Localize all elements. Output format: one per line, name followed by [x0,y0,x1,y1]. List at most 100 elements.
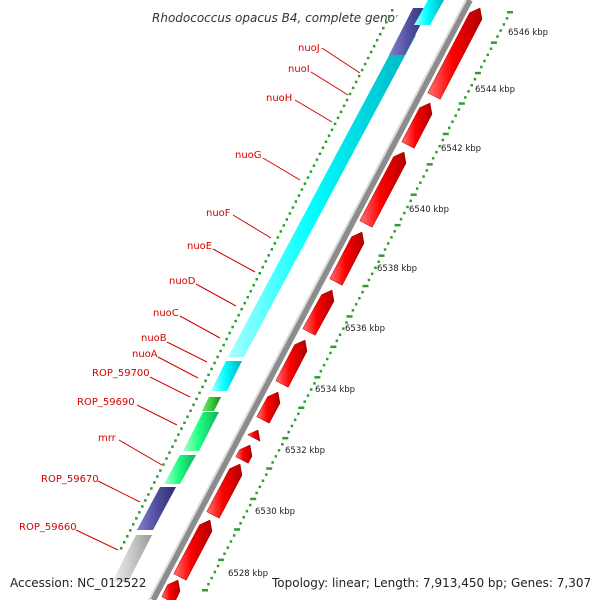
scale-tick [297,194,301,197]
scale-tick [213,570,217,574]
cds-nuoA[interactable] [211,361,242,391]
scale-tick [372,44,376,48]
scale-tick [258,485,262,489]
scale-tick [218,558,225,562]
map-title: Rhodococcus opacus B4, complete genome [152,11,414,25]
cds-rop-59670[interactable] [137,487,176,530]
gene-label[interactable]: nuoA [132,349,158,360]
scale-tick [467,90,470,93]
scale-tick [144,499,147,502]
scale-tick [507,11,513,14]
gene-label[interactable]: ROP_59660 [19,522,77,533]
scale-tick [174,439,177,442]
gene-label[interactable]: nuoI [288,64,310,75]
cds-forward-arrow[interactable] [206,463,243,519]
scale-tick [330,345,337,349]
scale-tick [409,199,412,203]
gene-leader-lines [75,47,361,551]
scale-tick [171,445,174,448]
scale-tick [329,351,332,355]
cds-forward-arrow[interactable] [247,429,261,442]
cds-mrr[interactable] [164,455,196,484]
cds-top-cyan[interactable] [414,0,444,25]
cds-forward-arrow[interactable] [427,7,483,100]
scale-tick [435,150,438,154]
cds-rop-59660[interactable] [112,535,152,582]
scale-tick [374,266,377,269]
scale-tick [228,331,231,335]
cds-forward-arrow[interactable] [275,339,308,388]
gene-label[interactable]: nuoF [206,208,231,219]
gene-label[interactable]: ROP_59700 [92,368,150,379]
scale-ticks [120,9,513,592]
scale-tick [242,516,245,519]
cds-rop-59690[interactable] [183,412,219,451]
topology-text: Topology: linear; Length: 7,913,450 bp; … [271,576,591,590]
scale-tick [261,479,265,482]
kbp-label: 6532 kbp [285,446,325,456]
scale-tick [366,56,370,60]
scale-tick [367,278,371,282]
scale-tick [192,403,195,406]
scale-tick [335,339,339,342]
scale-tick [282,224,286,227]
cds-forward-arrow[interactable] [235,444,253,464]
scale-tick [129,529,132,532]
scale-tick [457,108,461,111]
scale-tick [338,333,342,336]
scale-tick [285,218,289,221]
gene-label[interactable]: nuoD [169,276,196,287]
cds-forward-arrow[interactable] [359,151,407,228]
scale-tick [213,361,216,365]
cds-forward-arrow[interactable] [256,391,281,424]
gene-label[interactable]: ROP_59690 [77,397,135,408]
gene-label[interactable]: nuoE [187,241,212,252]
cds-forward-arrow[interactable] [161,579,181,600]
gene-label[interactable]: nuoH [266,93,292,104]
scale-tick [333,122,337,126]
scale-tick [306,176,310,179]
cds-forward-arrow[interactable] [302,289,335,336]
scale-tick [245,509,249,513]
scale-tick [120,547,123,550]
gene-label[interactable]: nuoB [141,333,167,344]
kbp-label: 6528 kbp [228,569,268,579]
cds-nuo-operon[interactable] [228,35,416,357]
scale-tick [379,32,382,36]
gene-label[interactable]: ROP_59670 [41,474,99,485]
scale-tick [451,120,454,123]
scale-tick [351,309,355,312]
scale-tick [348,92,352,96]
gene-label[interactable]: mrr [98,433,117,444]
cds-forward-arrow[interactable] [329,231,365,286]
scale-tick [330,128,334,132]
gene-label[interactable]: nuoJ [298,43,320,54]
scale-tick [276,236,280,239]
scale-tick [250,497,257,501]
gene-label[interactable]: nuoG [235,150,262,161]
cds-forward-arrow[interactable] [173,519,213,581]
scale-tick [360,68,364,72]
scale-tick [464,96,467,99]
scale-tick [282,436,289,440]
scale-tick [410,193,417,196]
scale-tick [425,169,428,172]
scale-tick [369,50,373,54]
scale-tick [473,77,477,81]
cds-rop-59700[interactable] [202,397,221,411]
kbp-label: 6542 kbp [441,144,481,154]
scale-tick [291,206,295,209]
scale-tick [255,278,258,281]
scale-tick [293,418,297,422]
scale-tick [393,230,396,233]
scale-tick [267,254,270,257]
scale-tick [225,337,228,341]
scale-tick [322,363,326,367]
cds-forward-arrow[interactable] [401,102,433,149]
leader-rop-59700 [149,376,191,398]
scale-tick [419,181,422,184]
scale-tick [442,132,449,136]
gene-label[interactable]: nuoC [153,308,179,319]
